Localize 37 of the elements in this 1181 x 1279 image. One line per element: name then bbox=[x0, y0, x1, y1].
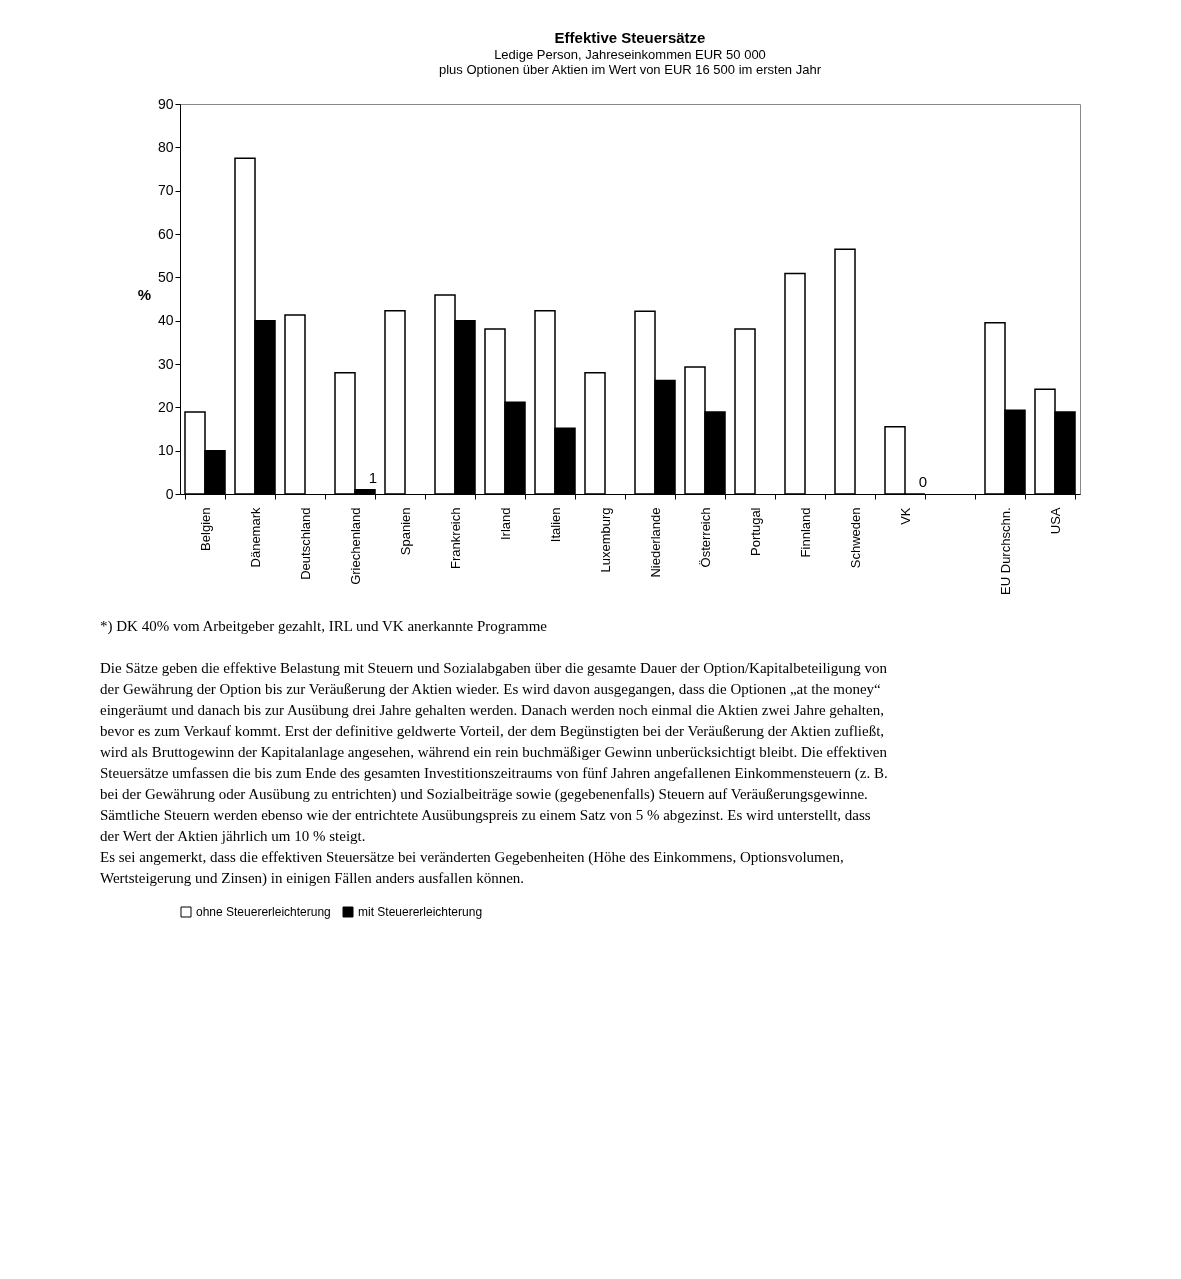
x-tick-label: USA bbox=[1047, 507, 1063, 535]
x-tick-label: EU Durchschn. bbox=[997, 507, 1013, 595]
x-tick-label: VK bbox=[897, 507, 913, 525]
x-tick-label: Portugal bbox=[747, 507, 763, 556]
y-tick-label: 60 bbox=[157, 225, 174, 242]
text: Es sei angemerkt, dass die effektiven Steuersätze bei veränderten Gegebenheiten (Höhe des Einkommens, Optionsvolumen, Wertsteigerung und Zinsen) in einigen Fällen anders ausfallen können. bbox=[100, 848, 844, 887]
x-tick-label: Irland bbox=[497, 507, 513, 541]
text: Die Sätze geben die effektive Belastung mit Steuern und Sozialabgaben über die gesamte Dauer der Option/Kapitalbeteiligung von der Gewährung der Option bis zur Veräußerung der Aktien wieder. Es wird davon ausgegangen, dass die Optionen „at the money“ eingeräumt und danach bis zur Ausübung drei Jahre gehalten werden. Danach werden noch einmal die Aktien zwei Jahre gehalten, bevor es zum Verkauf kommt. Erst der definitive geldwerte Vorteil, der dem Begünstigten bei der Veräußerung der Aktien zufließt, wird als Bruttogewinn der Kapitalanlage angesehen, während ein rein buchmäßiger Gewinn unberücksichtigt bleibt. Die effektiven Steuersätze umfassen die bis zum Ende des gesamten Investitionszeitraums von fünf Jahren angefallenen Einkommensteuern (z. B. bei der Gewährung oder Ausübung zu entrichten) und Sozialbeiträge sowie (gegebenenfalls) Steuern auf Veräußerungsgewinne. Sämtliche Steuern werden ebenso wie der entrichtete Ausübungspreis zu einem Satz von 5 % abgezinst. Es wird unterstellt, dass der Wert der Aktien jährlich um 10 % steigt. bbox=[100, 659, 888, 844]
y-tick-label: 0 bbox=[165, 485, 174, 502]
x-tick-label: Griechenland bbox=[347, 507, 363, 585]
data-label: 0 bbox=[918, 473, 928, 490]
y-tick-label: 50 bbox=[157, 268, 174, 285]
legend-label: ohne Steuererleichterung bbox=[196, 905, 331, 919]
x-tick-label: Finnland bbox=[797, 507, 813, 558]
x-tick-label: Italien bbox=[547, 507, 563, 543]
x-tick-label: Frankreich bbox=[447, 507, 463, 569]
y-tick-label: 90 bbox=[157, 95, 174, 112]
x-tick-label: Luxemburg bbox=[597, 507, 613, 573]
x-tick-label: Schweden bbox=[847, 507, 863, 569]
x-tick-label: Niederlande bbox=[647, 507, 663, 578]
chart-subtitle: Ledige Person, Jahreseinkommen EUR 50 000 plus Optionen über Aktien im Wert von EUR 16 500 im ersten Jahr bbox=[438, 47, 822, 77]
y-axis-title: % bbox=[137, 285, 152, 303]
y-tick-label: 40 bbox=[157, 312, 174, 329]
legend-label: mit Steuererleichterung bbox=[358, 905, 483, 919]
x-tick-label: Österreich bbox=[697, 507, 713, 568]
chart-title: Effektive Steuersätze bbox=[554, 29, 706, 46]
data-label: 1 bbox=[368, 468, 378, 486]
text: *) DK 40% vom Arbeitgeber gezahlt, IRL und VK anerkannte Programme bbox=[100, 617, 548, 635]
y-tick-label: 30 bbox=[157, 355, 174, 372]
y-tick-label: 10 bbox=[157, 442, 174, 459]
x-tick-label: Spanien bbox=[397, 507, 413, 556]
y-tick-label: 20 bbox=[157, 398, 174, 415]
x-tick-label: Deutschland bbox=[297, 507, 313, 580]
y-tick-label: 70 bbox=[157, 182, 174, 199]
y-tick-label: 80 bbox=[157, 138, 174, 155]
x-tick-label: Dänemark bbox=[247, 507, 263, 568]
x-tick-label: Belgien bbox=[197, 507, 213, 551]
